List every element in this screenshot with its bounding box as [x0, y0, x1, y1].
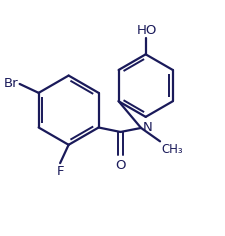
Text: CH₃: CH₃: [161, 143, 183, 156]
Text: N: N: [143, 122, 153, 135]
Text: O: O: [115, 160, 126, 173]
Text: Br: Br: [4, 77, 18, 90]
Text: HO: HO: [136, 24, 157, 37]
Text: F: F: [56, 165, 64, 178]
